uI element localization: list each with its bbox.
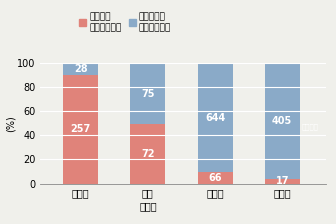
Text: 75: 75 <box>141 88 155 99</box>
Y-axis label: (%): (%) <box>6 115 16 131</box>
Text: 644: 644 <box>205 113 225 123</box>
Legend: 安全器材
による针刺し, 非安全器材
による针刺し: 安全器材 による针刺し, 非安全器材 による针刺し <box>79 13 171 32</box>
Text: 17: 17 <box>276 176 289 186</box>
Text: （件数）: （件数） <box>302 123 319 130</box>
Text: 257: 257 <box>71 124 91 134</box>
Bar <box>198 63 233 172</box>
Bar <box>198 172 233 184</box>
Bar <box>63 63 98 75</box>
Text: 66: 66 <box>208 173 222 183</box>
Bar <box>265 179 300 184</box>
Text: 28: 28 <box>74 64 87 74</box>
Bar <box>130 63 165 125</box>
Bar <box>130 125 165 184</box>
Text: 72: 72 <box>141 149 155 159</box>
Text: 405: 405 <box>272 116 292 126</box>
Bar <box>63 75 98 184</box>
Bar <box>265 63 300 179</box>
